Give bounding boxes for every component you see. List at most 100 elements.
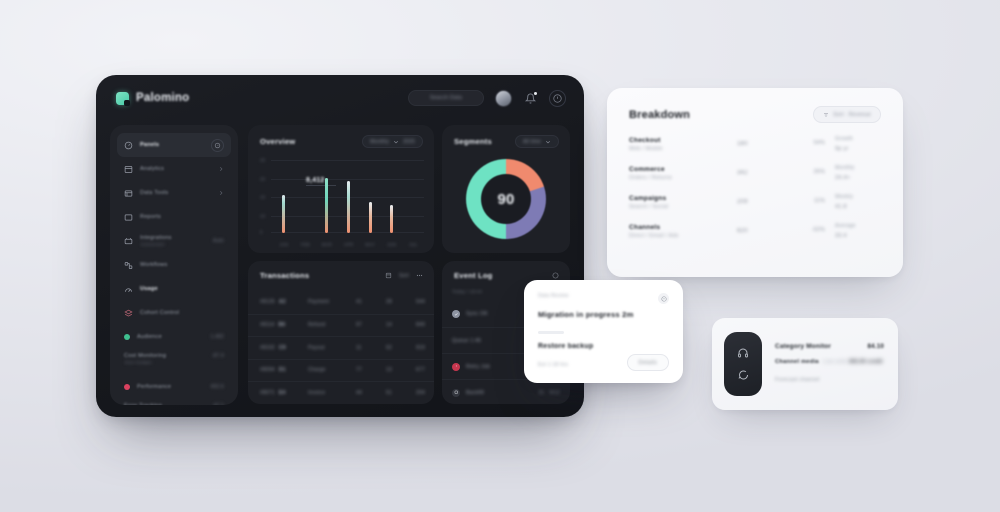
filter-icon[interactable] (385, 272, 392, 279)
row-tail-bottom: 9p yr (835, 146, 849, 152)
row-percent: 26% (813, 168, 825, 175)
row-tail-top: Growth (835, 136, 853, 142)
cell-c2: 11 (356, 344, 362, 351)
y-tick: 5 (260, 229, 263, 235)
details-button[interactable]: Details (626, 354, 669, 371)
row-subtitle: Web / Mobile (629, 145, 663, 152)
card-title-row: Category Monitor 84.10 (775, 343, 884, 350)
bell-icon[interactable] (523, 91, 538, 106)
cell-id: #8102 (260, 344, 275, 351)
cell-c2: 41 (356, 299, 362, 306)
brand[interactable]: Palomino (116, 91, 189, 106)
chart-tooltip: 8,412 (306, 177, 336, 186)
breakdown-row[interactable]: Commerce Orders / Returns 342 26% Monthl… (629, 165, 881, 181)
breakdown-row[interactable]: Campaigns Search / Social 209 11% Weekly… (629, 194, 881, 210)
x-tick: MAY (365, 242, 375, 247)
chat-icon[interactable] (737, 369, 749, 381)
sidebar-item-trailing: 1,482 (210, 334, 224, 340)
table-row[interactable]: #8071 E4 Invoice 44 51 204 (248, 381, 434, 404)
y-tick: 10 (260, 213, 266, 219)
breakdown-row[interactable]: Checkout Web / Mobile 180 54% Growth 9p … (629, 136, 881, 152)
list-item-label: Retry Job (466, 363, 490, 370)
cell-name: Refund (308, 322, 326, 329)
chart-bar-slot[interactable] (316, 159, 338, 233)
headphones-icon[interactable] (737, 347, 749, 359)
donut-chart[interactable]: 90 (442, 153, 570, 245)
floating-card-eyebrow: Data Review (538, 293, 569, 299)
x-tick: FEB (300, 242, 310, 247)
search-input[interactable]: Search Data (408, 90, 484, 106)
row-tail-top: Weekly (835, 194, 854, 200)
row-value: 342 (737, 170, 748, 176)
sidebar-item-workflows[interactable]: Workflows (117, 253, 231, 277)
sidebar-item-cohort-control[interactable]: Cohort Control (117, 301, 231, 325)
sidebar-item-usage[interactable]: Usage (117, 277, 231, 301)
card-icon-pill[interactable] (724, 332, 762, 396)
more-icon[interactable] (552, 272, 559, 279)
row-tail: Weekly 41.8 (835, 194, 881, 210)
sidebar-badge-icon[interactable] (211, 138, 224, 152)
sidebar[interactable]: Panels Analytics Data Tools (110, 125, 238, 405)
sidebar-item-analytics[interactable]: Analytics (117, 157, 231, 181)
sidebar-item-error-tracking[interactable]: Error Tracking 3 alerts 47.1 (117, 399, 231, 405)
breakdown-title: Breakdown (629, 108, 691, 121)
breakdown-header: Breakdown Sort · Revenue (629, 106, 881, 123)
chart-bar-slot[interactable] (402, 159, 424, 233)
avatar[interactable] (495, 89, 512, 107)
chart-tooltip-underline (306, 185, 336, 186)
sidebar-item-integrations[interactable]: Integrations Connected Auto (117, 229, 231, 253)
sidebar-item-performance[interactable]: Performance 492.6 (117, 375, 231, 399)
row-subtitle: Direct / Email / Ads (629, 232, 679, 239)
sidebar-item-panels[interactable]: Panels (117, 133, 231, 157)
chart-plot-area: 25 20 15 10 5 8,412 (260, 157, 424, 235)
cell-c4: 544 (416, 299, 425, 306)
chart-bar-slot[interactable] (295, 159, 317, 233)
list-item[interactable]: Sync OK (442, 301, 570, 327)
table-row[interactable]: #8125 A2 Payment 41 28 544 (248, 291, 434, 314)
row-percent: 11% (814, 197, 825, 204)
chart-filter-value: 2025 (403, 138, 415, 145)
sort-label[interactable]: Sort (399, 272, 409, 279)
table-row[interactable]: #8114 B6 Refund 97 14 849 (248, 313, 434, 337)
gridline (271, 178, 424, 180)
breakdown-sort-button[interactable]: Sort · Revenue (813, 106, 881, 123)
chart-bar-slot[interactable] (273, 159, 295, 233)
row-progress: 54% (775, 140, 835, 149)
cell-id: #8094 (260, 367, 275, 374)
floating-notification-card: Data Review Migration in progress 2m Res… (524, 280, 683, 383)
sidebar-item-data-tools[interactable]: Data Tools (117, 181, 231, 205)
chart-filter-label: Monthly (370, 138, 390, 145)
chart-bar-slot[interactable] (338, 159, 360, 233)
list-item[interactable]: Retry Job (442, 353, 570, 379)
chart-bar-slot[interactable] (359, 159, 381, 233)
sidebar-item-label: Panels (140, 142, 160, 148)
event-log-actions (552, 272, 559, 279)
donut-center-value: 90 (497, 190, 515, 208)
donut-filter-button[interactable]: All time (515, 135, 559, 148)
cell-c3: 52 (386, 344, 392, 351)
sidebar-item-reports[interactable]: Reports (117, 205, 231, 229)
table-row[interactable]: #8094 D1 Charge 77 13 677 (248, 358, 434, 382)
sort-icon (824, 113, 829, 116)
chart-x-axis: JAN FEB MAR APR MAY JUN JUL (273, 242, 424, 247)
cell-c4: 919 (416, 344, 425, 351)
more-icon[interactable] (416, 272, 423, 279)
breakdown-row[interactable]: Channels Direct / Email / Ads 820 -52% A… (629, 223, 881, 239)
cell-name: Payment (308, 299, 330, 306)
table-row[interactable]: #8102 C9 Payout 11 52 919 (248, 336, 434, 359)
chart-filter-button[interactable]: Monthly 2025 (362, 135, 423, 148)
chart-bar-slot[interactable] (381, 159, 403, 233)
list-item-label: Sync OK (466, 311, 488, 317)
row-tail-bottom: 24.4+ (835, 175, 851, 181)
list-item[interactable]: Backfill 21 · 9/12 (442, 379, 570, 404)
sidebar-item-label: Cost Monitoring Over budget (124, 353, 205, 365)
check-icon[interactable] (658, 293, 669, 304)
floating-card-divider (538, 331, 564, 334)
sidebar-item-cost-monitoring[interactable]: Cost Monitoring Over budget -87.4 (117, 349, 231, 375)
sidebar-item-audience[interactable]: Audience 1,482 (117, 325, 231, 349)
y-tick: 25 (260, 157, 266, 163)
help-circle-icon[interactable] (549, 89, 566, 107)
cell-c3: 13 (386, 367, 392, 374)
transactions-table: #8125 A2 Payment 41 28 544 #8114 B6 Refund… (248, 291, 434, 400)
floating-card-top: Data Review (538, 293, 669, 304)
